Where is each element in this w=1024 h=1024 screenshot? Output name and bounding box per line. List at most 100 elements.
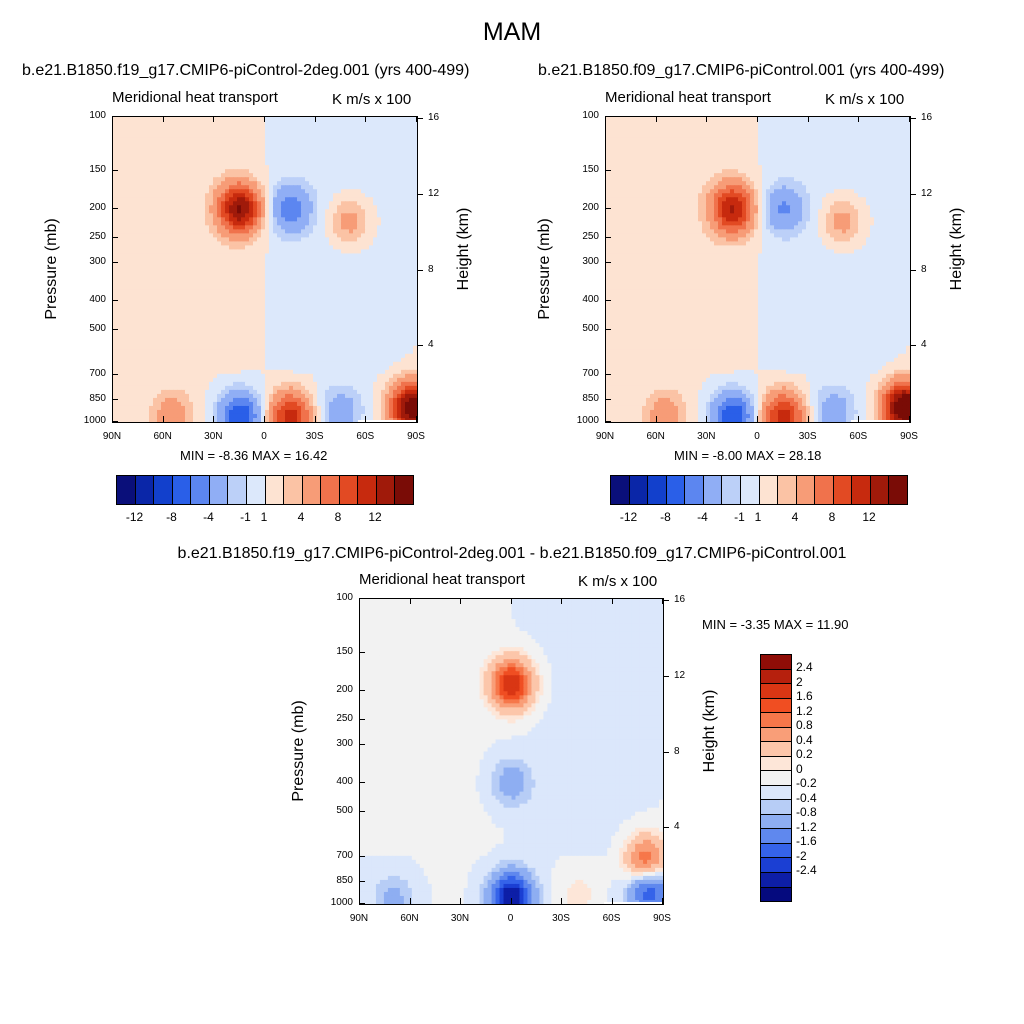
colorbar-label: -4 bbox=[203, 510, 214, 524]
latitude-tick bbox=[314, 416, 316, 422]
colorbar-label: 0 bbox=[796, 761, 803, 776]
latitude-tick bbox=[655, 116, 657, 122]
colorbar-label: -0.2 bbox=[796, 776, 817, 791]
latitude-tick-label: 90N bbox=[595, 431, 615, 442]
pressure-tick-label: 300 bbox=[336, 737, 353, 749]
colorbar-box bbox=[135, 476, 155, 504]
height-tick-label: 8 bbox=[674, 745, 680, 757]
colorbar-box bbox=[761, 655, 791, 670]
latitude-tick bbox=[807, 116, 809, 122]
latitude-tick bbox=[460, 598, 461, 604]
pressure-tick bbox=[359, 719, 365, 721]
latitude-tick bbox=[359, 898, 360, 904]
pressure-tick bbox=[605, 116, 611, 117]
latitude-tick bbox=[365, 416, 367, 422]
latitude-tick bbox=[561, 598, 562, 604]
pressure-tick-label: 200 bbox=[336, 683, 353, 695]
latitude-tick bbox=[757, 116, 758, 122]
colorbar-box bbox=[154, 476, 173, 504]
colorbar-box bbox=[815, 476, 834, 504]
latitude-tick bbox=[605, 116, 606, 122]
colorbar-box bbox=[761, 858, 791, 873]
pressure-tick bbox=[605, 329, 611, 331]
colorbar-box bbox=[265, 476, 285, 504]
plot-area bbox=[112, 116, 418, 423]
height-tick bbox=[417, 193, 423, 195]
pressure-tick-label: 1000 bbox=[576, 415, 599, 426]
pressure-tick-label: 150 bbox=[582, 163, 599, 175]
pressure-tick-label: 1000 bbox=[330, 897, 353, 908]
latitude-tick-label: 90N bbox=[349, 913, 369, 924]
latitude-tick bbox=[162, 116, 164, 122]
pressure-tick bbox=[605, 373, 611, 375]
latitude-tick bbox=[365, 116, 367, 122]
pressure-tick bbox=[359, 881, 365, 883]
colorbar-box bbox=[302, 476, 322, 504]
latitude-tick-label: 60N bbox=[153, 431, 172, 442]
colorbar-box bbox=[703, 476, 723, 504]
colorbar-box bbox=[117, 476, 136, 504]
height-tick bbox=[910, 118, 916, 120]
colorbar-box bbox=[761, 742, 791, 757]
colorbar-label: -1 bbox=[734, 510, 745, 524]
colorbar-label: 8 bbox=[828, 510, 836, 524]
latitude-tick bbox=[662, 598, 663, 604]
pressure-tick bbox=[359, 855, 365, 857]
colorbar-box bbox=[761, 684, 791, 699]
height-axis-label: Height (km) bbox=[455, 207, 472, 290]
colorbar-label: -8 bbox=[660, 510, 671, 524]
latitude-tick bbox=[460, 898, 461, 904]
latitude-tick bbox=[510, 898, 512, 904]
colorbar-boxes bbox=[116, 475, 414, 505]
colorbar-label: 4 bbox=[791, 510, 799, 524]
height-tick-label: 12 bbox=[674, 669, 686, 681]
latitude-tick bbox=[112, 116, 113, 122]
pressure-tick bbox=[112, 237, 118, 239]
height-tick bbox=[663, 751, 669, 753]
height-tick bbox=[663, 600, 669, 602]
pressure-tick-label: 500 bbox=[582, 323, 599, 335]
colorbar-box bbox=[833, 476, 853, 504]
height-tick bbox=[910, 193, 916, 195]
latitude-tick-label: 60N bbox=[400, 913, 419, 924]
panel-units-label: K m/s x 100 bbox=[578, 573, 658, 590]
latitude-tick bbox=[561, 898, 562, 904]
plot-area bbox=[359, 598, 664, 905]
colorbar-box bbox=[778, 476, 797, 504]
pressure-tick bbox=[359, 811, 365, 813]
latitude-tick bbox=[858, 116, 860, 122]
pressure-tick-label: 700 bbox=[582, 367, 599, 379]
colorbar-box bbox=[761, 713, 791, 728]
pressure-tick-label: 100 bbox=[89, 110, 106, 121]
panel2-subtitle: b.e21.B1850.f09_g17.CMIP6-piControl.001 … bbox=[538, 62, 945, 79]
height-tick-label: 12 bbox=[428, 187, 440, 199]
colorbar-label: 1.2 bbox=[796, 703, 813, 718]
latitude-tick bbox=[909, 416, 910, 422]
height-tick bbox=[910, 269, 916, 271]
height-tick-label: 4 bbox=[921, 339, 927, 351]
pressure-tick-label: 700 bbox=[336, 849, 353, 861]
pressure-tick bbox=[112, 399, 118, 401]
colorbar-label: -2 bbox=[796, 848, 807, 863]
latitude-tick bbox=[112, 416, 113, 422]
colorbar-box bbox=[228, 476, 247, 504]
pressure-tick bbox=[112, 169, 118, 171]
colorbar-label: -0.4 bbox=[796, 790, 817, 805]
colorbar-label: -1.2 bbox=[796, 819, 817, 834]
height-tick-label: 16 bbox=[921, 112, 933, 124]
pressure-tick-label: 250 bbox=[336, 713, 353, 725]
latitude-tick bbox=[416, 416, 417, 422]
height-tick-label: 12 bbox=[921, 187, 933, 199]
pressure-tick-label: 100 bbox=[582, 110, 599, 121]
colorbar-box bbox=[761, 771, 791, 786]
height-tick bbox=[663, 675, 669, 677]
colorbar-label: -8 bbox=[166, 510, 177, 524]
plot-area bbox=[605, 116, 911, 423]
pressure-axis-label: Pressure (mb) bbox=[536, 217, 553, 320]
latitude-tick-label: 0 bbox=[754, 431, 760, 442]
pressure-tick-label: 400 bbox=[582, 293, 599, 305]
colorbar-boxes bbox=[610, 475, 908, 505]
colorbar-label: 2.4 bbox=[796, 660, 813, 675]
height-tick bbox=[417, 118, 423, 120]
colorbar-box bbox=[339, 476, 359, 504]
